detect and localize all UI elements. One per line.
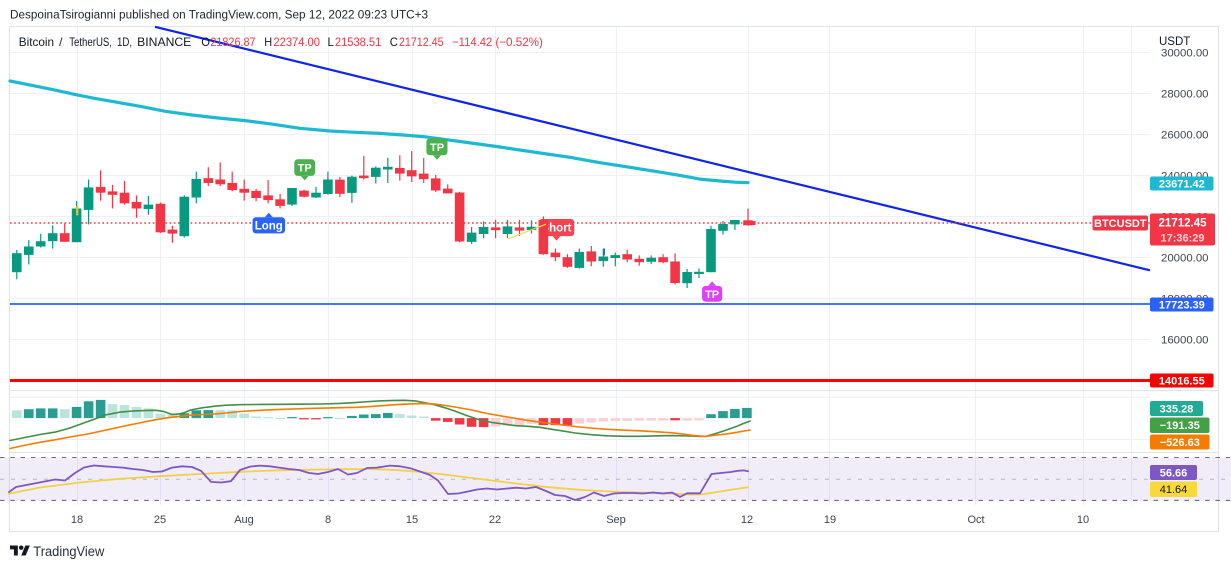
svg-text:L: L	[328, 35, 335, 49]
svg-text:21826.87: 21826.87	[210, 35, 255, 49]
svg-text:DespoinaTsirogianni published: DespoinaTsirogianni published on Trading…	[10, 8, 428, 22]
svg-text:28000.00: 28000.00	[1161, 89, 1209, 101]
svg-text:41.64: 41.64	[1160, 484, 1188, 496]
svg-text:−526.63: −526.63	[1160, 437, 1200, 449]
svg-text:21712.45: 21712.45	[1159, 218, 1208, 230]
svg-text:17:36:29: 17:36:29	[1160, 233, 1204, 245]
svg-text:BTCUSDT: BTCUSDT	[1094, 218, 1147, 230]
svg-text:Aug: Aug	[234, 514, 254, 526]
svg-text:Bitcoin: Bitcoin	[19, 35, 54, 49]
svg-text:−114.42: −114.42	[452, 35, 492, 49]
svg-text:26000.00: 26000.00	[1161, 130, 1209, 142]
svg-text:C: C	[390, 35, 399, 49]
svg-text:8: 8	[325, 514, 331, 526]
svg-text:Long: Long	[255, 220, 283, 232]
svg-text:14016.55: 14016.55	[1159, 376, 1205, 388]
svg-text:TP: TP	[430, 142, 444, 154]
svg-text:TP: TP	[705, 289, 719, 301]
svg-text:30000.00: 30000.00	[1161, 48, 1209, 60]
svg-text:Oct: Oct	[967, 514, 984, 526]
svg-text:21538.51: 21538.51	[335, 35, 382, 49]
svg-text:12: 12	[741, 514, 753, 526]
svg-text:21712.45: 21712.45	[399, 35, 444, 49]
svg-text:18: 18	[71, 514, 83, 526]
svg-text:TP: TP	[298, 163, 312, 175]
svg-text:10: 10	[1077, 514, 1089, 526]
svg-text:16000.00: 16000.00	[1161, 335, 1209, 347]
svg-text:(−0.52%): (−0.52%)	[495, 35, 543, 49]
svg-text:22: 22	[489, 514, 501, 526]
svg-text:15: 15	[406, 514, 418, 526]
svg-text:O: O	[201, 35, 210, 49]
svg-text:TradingView: TradingView	[33, 544, 104, 559]
svg-text:/: /	[59, 35, 63, 49]
svg-text:19: 19	[824, 514, 836, 526]
svg-text:17723.39: 17723.39	[1159, 300, 1205, 312]
svg-text:−191.35: −191.35	[1160, 420, 1200, 432]
svg-text:25: 25	[154, 514, 166, 526]
svg-text:56.66: 56.66	[1160, 468, 1188, 480]
svg-text:USDT: USDT	[1159, 36, 1190, 48]
svg-text:Sep: Sep	[606, 514, 626, 526]
svg-text:Short: Short	[541, 223, 571, 235]
svg-text:H: H	[264, 35, 272, 49]
svg-text:1D,: 1D,	[117, 35, 132, 49]
svg-text:22374.00: 22374.00	[273, 35, 320, 49]
svg-text:335.28: 335.28	[1160, 404, 1194, 416]
svg-text:TetherUS,: TetherUS,	[69, 35, 112, 49]
svg-text:BINANCE: BINANCE	[137, 35, 191, 49]
svg-text:20000.00: 20000.00	[1161, 253, 1209, 265]
svg-text:23671.42: 23671.42	[1159, 179, 1205, 191]
